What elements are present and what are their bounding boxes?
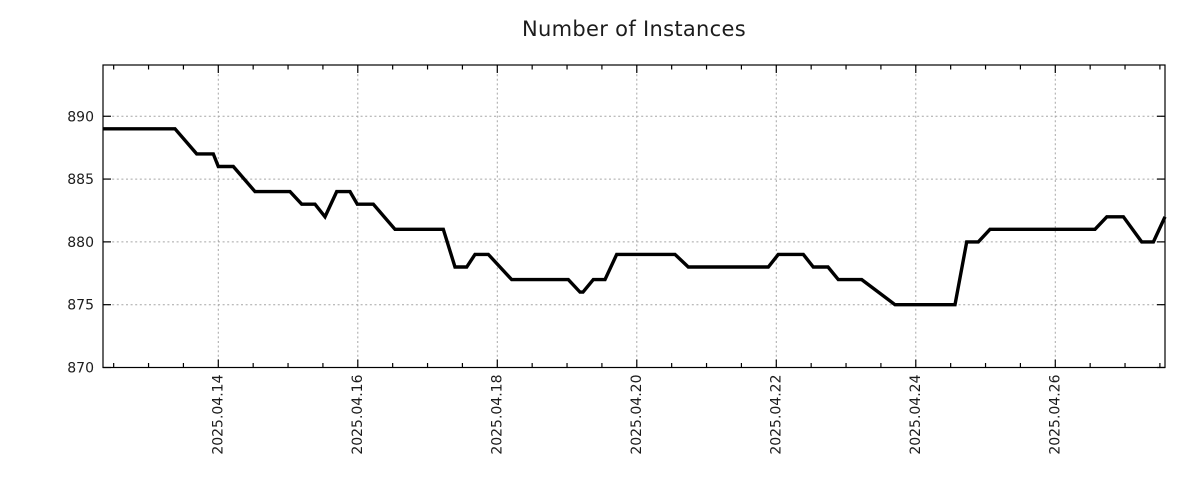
x-tick-label: 2025.04.24 — [908, 374, 924, 454]
x-tick-label: 2025.04.16 — [350, 374, 366, 454]
y-tick-label: 870 — [67, 361, 94, 377]
x-tick-label: 2025.04.20 — [629, 375, 645, 455]
plot-frame — [102, 64, 1166, 369]
x-tick-label: 2025.04.22 — [768, 375, 784, 455]
y-tick-label: 880 — [67, 235, 94, 251]
y-tick-label: 885 — [67, 172, 94, 188]
chart-title: Number of Instances — [522, 17, 746, 41]
x-tick-label: 2025.04.18 — [489, 375, 505, 455]
y-tick-label: 890 — [67, 109, 94, 125]
x-tick-label: 2025.04.14 — [210, 374, 226, 454]
x-tick-label: 2025.04.26 — [1047, 374, 1063, 454]
y-tick-label: 875 — [67, 298, 94, 314]
series-line-instances — [103, 127, 1167, 307]
